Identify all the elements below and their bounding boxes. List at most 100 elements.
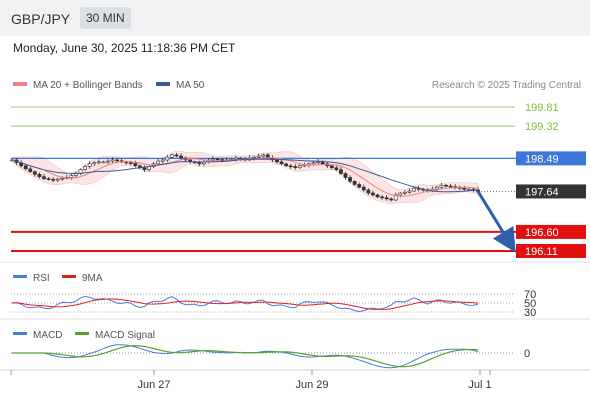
level-tag-support	[516, 244, 586, 258]
candle-body	[393, 194, 398, 201]
price-levels	[11, 106, 586, 252]
candle-body	[448, 185, 453, 188]
candle-body	[275, 159, 279, 163]
level-label-support: 196.11	[525, 246, 558, 258]
candle-body	[334, 167, 339, 170]
candle-body	[165, 156, 170, 161]
forecast-arrow	[476, 190, 516, 253]
rsi-swatch	[13, 275, 27, 278]
legend-ma20: MA 20 + Bollinger Bands	[13, 80, 143, 91]
timeframe-button[interactable]: 30 MIN	[80, 7, 131, 29]
candle-body	[87, 163, 92, 167]
candle-body	[96, 161, 101, 164]
candle-body	[357, 184, 362, 188]
candle-body	[128, 162, 133, 164]
candle-body	[160, 159, 165, 162]
candle-body	[133, 163, 138, 167]
candle-body	[42, 176, 46, 179]
candle-body	[252, 156, 257, 159]
candle-body	[361, 186, 366, 191]
candle-body	[279, 161, 284, 165]
candle-body	[256, 155, 261, 158]
candle-body	[23, 165, 28, 170]
candle-body	[375, 194, 380, 198]
legend-ma50-label: MA 50	[176, 80, 205, 91]
candle-body	[389, 198, 394, 201]
candle-body	[293, 166, 298, 169]
level-tag-price	[516, 184, 586, 199]
signal-legend-label: MACD Signal	[95, 330, 155, 341]
macd-legend: MACD MACD Signal	[13, 330, 155, 341]
rsi-9ma-line	[11, 298, 479, 310]
candle-body	[60, 177, 65, 180]
level-label-price: 197.64	[525, 186, 559, 198]
instrument-title: GBP/JPY	[11, 11, 71, 27]
candle-body	[110, 159, 115, 162]
level-labels: 199.81 199.32 198.49 197.64 196.60 196.11	[516, 102, 586, 258]
candle-body	[28, 168, 33, 172]
candle-body	[320, 161, 325, 165]
candle-body	[220, 159, 225, 161]
rsi-tick-label: 30	[524, 307, 536, 319]
candle-body	[434, 186, 439, 190]
candle-body	[329, 165, 334, 169]
candle-body	[371, 192, 375, 196]
candle-body	[348, 177, 352, 182]
candle-body	[288, 165, 293, 168]
candle-body	[106, 160, 110, 163]
candle-body	[316, 161, 320, 164]
candle-body	[197, 162, 202, 165]
credit-text: Research © 2025 Trading Central	[431, 80, 581, 91]
candle-body	[384, 197, 389, 200]
legend-ma50: MA 50	[156, 80, 204, 91]
candle-body	[352, 181, 357, 185]
macd-line	[12, 344, 479, 369]
rsi-legend-label: RSI	[33, 273, 50, 284]
level-tag-pivot	[516, 151, 586, 166]
candle-body	[51, 179, 56, 181]
macd-legend-label: MACD	[33, 330, 62, 341]
rsi-line	[11, 295, 479, 313]
candle-body	[179, 155, 183, 159]
signal-swatch	[75, 332, 89, 335]
candle-body	[343, 173, 348, 178]
macd-zero-label: 0	[524, 348, 530, 360]
rsi-tick-label: 70	[524, 289, 536, 301]
candle-body	[466, 188, 471, 191]
candle-body	[311, 162, 316, 165]
candle-body	[339, 169, 343, 174]
candle-body	[284, 163, 289, 167]
candle-body	[261, 154, 266, 157]
candle-body	[297, 165, 302, 169]
candle-body	[403, 191, 407, 194]
candle-body	[55, 178, 60, 181]
candle-body	[407, 190, 412, 193]
ma50-swatch	[156, 82, 170, 87]
candle-body	[380, 196, 384, 199]
candle-body	[83, 166, 87, 170]
candle-body	[156, 160, 161, 165]
rsi-legend: RSI 9MA	[13, 273, 103, 284]
candle-body	[69, 175, 74, 178]
candle-body	[233, 157, 238, 160]
level-label-support: 196.60	[525, 227, 559, 239]
candle-body	[412, 188, 416, 192]
candle-body	[439, 184, 444, 188]
x-tick-label: Jul 1	[468, 379, 491, 391]
level-tag-support	[516, 224, 586, 239]
candle-body	[92, 162, 97, 165]
candle-body	[32, 171, 37, 175]
rsi9ma-legend-label: 9MA	[82, 273, 103, 284]
candle-body	[174, 154, 179, 157]
candle-body	[215, 158, 220, 161]
macd-signal-line	[12, 345, 479, 368]
macd-swatch	[13, 332, 27, 335]
x-axis: Jun 27 Jun 29 Jul 1	[10, 370, 492, 391]
toolbar: GBP/JPY 30 MIN	[0, 0, 590, 36]
ma20-swatch	[13, 82, 27, 87]
candle-body	[142, 167, 147, 170]
legend-ma20-label: MA 20 + Bollinger Bands	[33, 80, 143, 91]
x-tick-label: Jun 29	[295, 379, 328, 391]
